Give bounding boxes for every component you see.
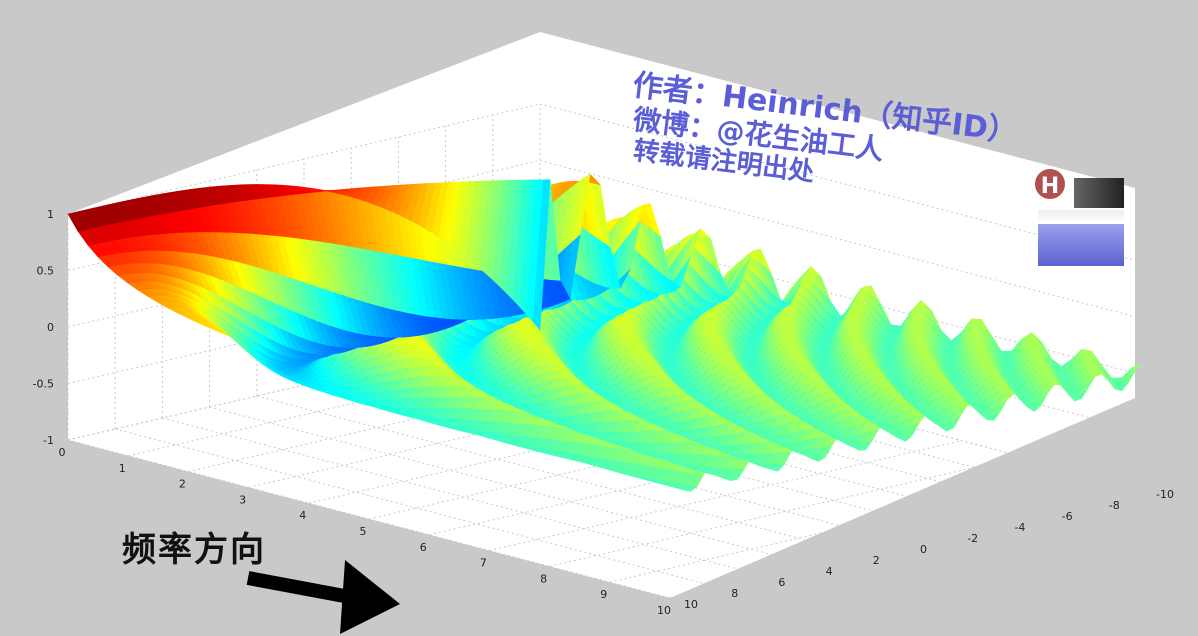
grid-line-y (67, 439, 671, 599)
frequency-arrow (246, 560, 400, 634)
y-tick-label: -10 (1156, 488, 1174, 501)
x-tick-label: 5 (360, 525, 367, 538)
y-tick-label: -8 (1109, 499, 1120, 512)
y-tick-label: -2 (967, 532, 978, 545)
grid-line-x (609, 471, 1082, 583)
z-tick-label: -1 (43, 434, 54, 447)
grid-line-x (188, 361, 661, 473)
grid-line-x (669, 487, 1143, 599)
z-tick-label: -0.5 (33, 378, 54, 391)
y-tick-label: 10 (684, 598, 698, 611)
grid-line-x (549, 455, 1022, 567)
logo-bar-light (1038, 210, 1124, 224)
logo: H (1032, 166, 1124, 272)
surface-mesh (67, 173, 1143, 492)
logo-bar-dark (1074, 178, 1124, 208)
frequency-direction-label: 频率方向 (122, 530, 266, 570)
y-tick-label: -4 (1014, 521, 1025, 534)
grid-line-z (67, 216, 541, 328)
x-tick-label: 2 (179, 478, 186, 491)
grid-line-y (209, 406, 812, 566)
y-tick-label: 4 (826, 565, 833, 578)
grid-line-x (308, 392, 781, 504)
x-tick-label: 8 (540, 572, 547, 585)
grid-line-y (256, 395, 859, 555)
y-tick-label: 2 (873, 554, 880, 567)
grid-line-z (67, 103, 541, 215)
x-tick-label: 3 (239, 493, 246, 506)
x-tick-label: 9 (600, 588, 607, 601)
x-tick-label: 6 (420, 541, 427, 554)
y-tick-label: -6 (1062, 510, 1073, 523)
grid-line-z-right (539, 160, 1143, 319)
y-tick-label: 6 (778, 576, 785, 589)
grid-line-z (67, 273, 541, 384)
logo-bar-blue (1038, 224, 1124, 266)
grid-line-x (489, 440, 962, 552)
grid-line-x (128, 345, 601, 457)
grid-lines (67, 103, 1143, 599)
grid-line-z (67, 329, 541, 441)
z-tick-label: 1 (47, 208, 54, 221)
z-tick-label: 0 (47, 321, 54, 334)
y-tick-label: 0 (920, 543, 927, 556)
x-tick-label: 1 (119, 462, 126, 475)
x-tick-label: 10 (657, 604, 671, 617)
grid-line-z-right (539, 103, 1143, 263)
grid-line-x (368, 408, 842, 520)
z-tick-label: 0.5 (37, 265, 55, 278)
x-tick-label: 7 (480, 557, 487, 570)
grid-line-y (162, 417, 765, 577)
logo-badge: H (1032, 166, 1068, 202)
grid-line-x (248, 376, 721, 488)
x-tick-label: 4 (299, 509, 306, 522)
grid-line-y (115, 428, 718, 588)
y-tick-label: 8 (731, 587, 738, 600)
grid-line-x (429, 424, 902, 536)
grid-line-z-right (539, 216, 1143, 376)
x-tick-label: 0 (59, 446, 66, 459)
